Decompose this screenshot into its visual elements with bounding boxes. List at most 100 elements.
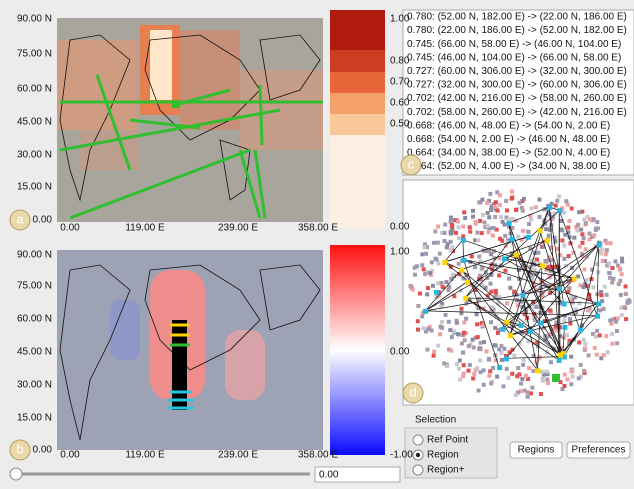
node xyxy=(583,342,587,346)
node xyxy=(489,290,493,294)
node xyxy=(455,321,459,325)
node xyxy=(459,268,464,273)
node xyxy=(471,376,475,380)
node xyxy=(459,307,463,311)
node xyxy=(577,301,581,305)
list-item[interactable]: 0.745: (46.00 N, 104.00 E) -> (66.00 N, … xyxy=(407,52,621,63)
node xyxy=(416,304,420,308)
list-item[interactable]: 0.727: (32.00 N, 300.00 E) -> (60.00 N, … xyxy=(407,80,627,91)
node xyxy=(562,244,566,248)
node xyxy=(467,369,471,373)
node xyxy=(458,358,462,362)
node xyxy=(475,366,479,370)
node xyxy=(569,382,573,386)
node xyxy=(554,204,558,208)
node xyxy=(607,261,611,265)
node xyxy=(487,374,491,378)
button-label: Preferences xyxy=(572,445,626,456)
node xyxy=(472,345,476,349)
node xyxy=(530,386,534,390)
app-window: 0.780: (52.00 N, 182.00 E) -> (22.00 N, … xyxy=(0,0,634,484)
node xyxy=(580,241,584,245)
node xyxy=(456,220,460,224)
list-item[interactable]: 0.745: (66.00 N, 58.00 E) -> (46.00 N, 1… xyxy=(407,39,621,50)
node xyxy=(505,208,509,212)
node xyxy=(563,233,567,237)
radio-dot xyxy=(416,453,420,457)
x-axis-label: 0.00 xyxy=(60,450,80,461)
slider-value: 0.00 xyxy=(319,470,339,481)
node xyxy=(502,347,506,351)
radio-button[interactable] xyxy=(413,465,423,475)
node xyxy=(562,325,567,330)
node xyxy=(467,344,471,348)
node xyxy=(473,265,477,269)
node xyxy=(499,215,503,219)
node xyxy=(504,199,508,203)
node xyxy=(493,343,497,347)
node xyxy=(562,257,566,261)
node xyxy=(449,248,453,252)
list-item[interactable]: 0.664: (52.00 N, 4.00 E) -> (34.00 N, 38… xyxy=(407,161,610,172)
node xyxy=(510,217,514,221)
node xyxy=(563,373,567,377)
node xyxy=(468,225,472,229)
node xyxy=(570,370,574,374)
colorbar-b xyxy=(330,245,385,455)
node xyxy=(420,252,424,256)
node xyxy=(474,222,478,226)
node xyxy=(607,271,611,275)
node xyxy=(482,368,486,372)
node xyxy=(568,317,572,321)
list-item[interactable]: 0.780: (52.00 N, 182.00 E) -> (22.00 N, … xyxy=(407,12,627,23)
node xyxy=(579,228,583,232)
node xyxy=(413,266,417,270)
node xyxy=(624,292,628,296)
list-item[interactable]: 0.780: (22.00 N, 186.00 E) -> (52.00 N, … xyxy=(407,25,627,36)
node xyxy=(485,349,489,353)
list-item[interactable]: 0.727: (60.00 N, 306.00 E) -> (32.00 N, … xyxy=(407,66,627,77)
node xyxy=(482,340,486,344)
list-item[interactable]: 0.664: (34.00 N, 38.00 E) -> (52.00 N, 4… xyxy=(407,148,610,159)
colorbar-label: 0.70 xyxy=(390,77,410,88)
slider-knob[interactable] xyxy=(10,468,22,480)
node xyxy=(504,320,509,325)
panel-badge-label: b xyxy=(16,441,23,456)
y-axis-label: 90.00 N xyxy=(17,250,52,261)
node xyxy=(498,237,502,241)
node xyxy=(440,281,444,285)
list-item[interactable]: 0.702: (42.00 N, 216.00 E) -> (58.00 N, … xyxy=(407,93,627,104)
y-axis-label: 15.00 N xyxy=(17,182,52,193)
node xyxy=(499,351,503,355)
node xyxy=(423,309,428,314)
node xyxy=(457,236,461,240)
node xyxy=(438,252,442,256)
node xyxy=(546,381,550,385)
list-item[interactable]: 0.668: (46.00 N, 48.00 E) -> (54.00 N, 2… xyxy=(407,120,610,131)
node xyxy=(562,384,566,388)
node xyxy=(601,259,605,263)
list-item[interactable]: 0.702: (58.00 N, 260.00 E) -> (42.00 N, … xyxy=(407,107,627,118)
y-axis-label: 0.00 xyxy=(33,445,53,456)
node xyxy=(471,215,475,219)
node xyxy=(620,313,624,317)
node xyxy=(471,338,475,342)
node xyxy=(610,281,614,285)
node xyxy=(476,238,480,242)
node xyxy=(475,322,479,326)
radio-label: Ref Point xyxy=(427,435,468,446)
node xyxy=(426,286,430,290)
list-item[interactable]: 0.668: (54.00 N, 2.00 E) -> (46.00 N, 48… xyxy=(407,134,610,145)
node xyxy=(507,221,512,226)
node xyxy=(463,338,467,342)
node xyxy=(572,236,576,240)
node xyxy=(463,296,468,301)
page: 0.780: (52.00 N, 182.00 E) -> (22.00 N, … xyxy=(0,0,634,484)
node xyxy=(501,384,505,388)
node xyxy=(450,335,454,339)
node xyxy=(522,358,526,362)
node xyxy=(557,208,562,213)
radio-button[interactable] xyxy=(413,435,423,445)
node xyxy=(555,199,559,203)
node xyxy=(581,285,585,289)
